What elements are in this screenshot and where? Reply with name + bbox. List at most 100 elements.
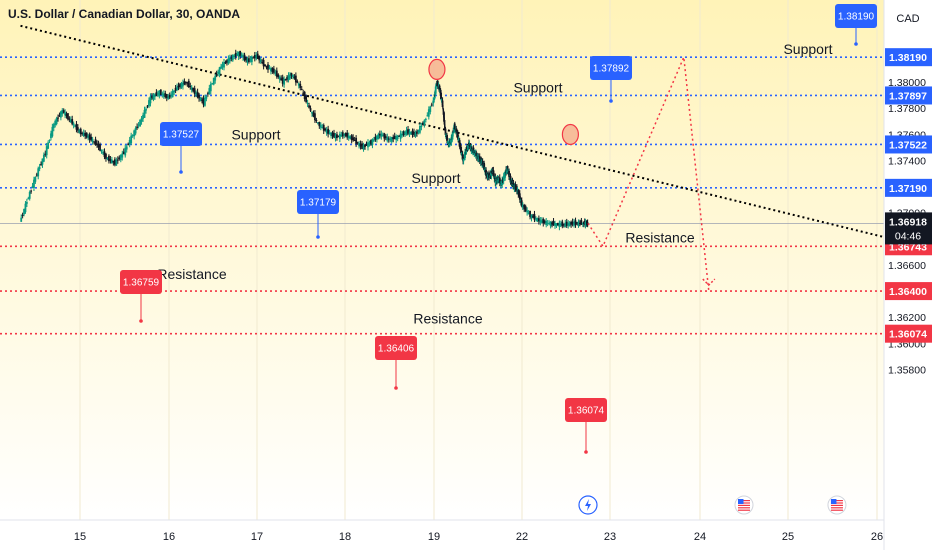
price-tag-label: 1.37892 xyxy=(593,64,630,75)
candle-body xyxy=(362,145,365,150)
candle-body xyxy=(224,61,227,64)
candle-body xyxy=(106,158,109,160)
candle-body xyxy=(410,131,412,135)
price-tag-box[interactable] xyxy=(565,398,607,422)
candle-body xyxy=(105,153,107,159)
candle-body xyxy=(494,179,497,185)
axis-level-label: 1.36074 xyxy=(889,329,927,341)
candle-body xyxy=(402,131,405,136)
candle-body xyxy=(380,133,383,137)
candle-body xyxy=(93,141,95,143)
currency-label: CAD xyxy=(896,13,919,25)
candle-body xyxy=(125,146,128,150)
candle-body xyxy=(64,112,67,116)
candle-body xyxy=(162,93,165,97)
candle-body xyxy=(249,59,252,61)
candle-body xyxy=(76,127,79,131)
candle-body xyxy=(71,119,74,125)
candle-body xyxy=(299,83,302,88)
candle-body xyxy=(453,123,456,130)
candle-body xyxy=(430,104,433,106)
price-tag-box[interactable] xyxy=(297,190,339,214)
candle-body xyxy=(434,86,437,94)
candle-body xyxy=(319,124,322,128)
price-tag-box[interactable] xyxy=(375,336,417,360)
candle-body xyxy=(322,124,325,131)
candle-body xyxy=(173,90,176,93)
price-tag-box[interactable] xyxy=(835,4,877,28)
candle-body xyxy=(261,62,264,64)
candle-body xyxy=(215,73,218,76)
resistance-note: Resistance xyxy=(157,266,226,282)
axis-level-badge xyxy=(885,86,932,105)
price-tag-label: 1.38190 xyxy=(838,12,875,23)
candle-body xyxy=(508,170,510,177)
candle-body xyxy=(180,83,183,88)
tag-anchor-dot xyxy=(394,386,398,390)
candle-body xyxy=(265,65,268,68)
candle-body xyxy=(350,135,353,141)
candle-body xyxy=(35,174,38,176)
candle-body xyxy=(214,76,217,81)
candle-body xyxy=(277,74,280,78)
tag-anchor-dot xyxy=(179,170,183,174)
price-tag-box[interactable] xyxy=(120,270,162,294)
flag-canton xyxy=(738,499,744,504)
candle-body xyxy=(267,64,269,70)
candle-body xyxy=(51,126,54,137)
candle-body xyxy=(28,192,31,199)
candle-body xyxy=(90,136,93,141)
candle-body xyxy=(155,92,158,96)
candle-body xyxy=(121,153,124,158)
candle-body xyxy=(524,206,527,212)
price-tag-box[interactable] xyxy=(160,122,202,146)
support-note: Support xyxy=(411,170,460,186)
candle-body xyxy=(551,222,553,225)
candle-body xyxy=(373,139,375,141)
candle-body xyxy=(151,96,153,98)
candle-body xyxy=(523,204,526,210)
candle-body xyxy=(97,143,100,148)
candle-body xyxy=(30,190,33,192)
candle-body xyxy=(189,85,192,87)
projection-arrow-head xyxy=(702,278,716,287)
candle-body xyxy=(333,133,335,138)
candle-body xyxy=(384,136,387,139)
candle-body xyxy=(275,70,278,77)
candle-body xyxy=(48,139,51,141)
candle-body xyxy=(253,55,256,59)
price-tag-label: 1.36406 xyxy=(378,344,415,355)
candle-body xyxy=(159,89,162,95)
candle-body xyxy=(284,79,287,81)
candle-body xyxy=(24,203,27,213)
candle-body xyxy=(306,103,309,105)
candle-body xyxy=(164,93,167,98)
plot-background xyxy=(0,0,884,520)
candle-body xyxy=(444,128,447,135)
flag-stripe xyxy=(830,500,843,502)
candle-body xyxy=(280,78,283,81)
candle-body xyxy=(137,124,140,126)
candle-body xyxy=(240,54,243,57)
candle-body xyxy=(227,58,230,64)
candle-body xyxy=(234,53,237,57)
candle-body xyxy=(96,143,98,145)
candle-body xyxy=(113,159,116,165)
y-tick-label: 1.37400 xyxy=(888,155,926,167)
candle-body xyxy=(561,221,564,227)
candle-body xyxy=(328,132,331,134)
candle-body xyxy=(392,137,395,140)
candle-body xyxy=(228,57,231,62)
candle-body xyxy=(344,132,347,136)
candle-body xyxy=(287,75,290,81)
candle-body xyxy=(451,132,454,137)
flag-stripe xyxy=(738,509,750,511)
candle-body xyxy=(44,153,47,155)
candle-body xyxy=(552,221,555,226)
candle-body xyxy=(292,74,294,77)
price-tag-box[interactable] xyxy=(590,56,632,80)
candle-body xyxy=(146,105,149,107)
candle-body xyxy=(532,216,534,218)
candle-body xyxy=(118,157,121,160)
